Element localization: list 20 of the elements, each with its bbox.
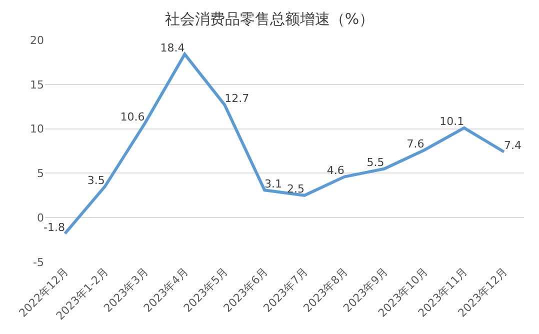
y-tick-label: -5 [33,256,44,269]
data-label: 10.1 [440,115,464,128]
data-label: 4.6 [326,164,344,177]
data-label: 10.6 [120,110,145,124]
data-label: 12.7 [224,92,250,106]
data-label: 3.1 [264,177,282,190]
data-label: 7.6 [406,137,424,150]
line-series [63,52,506,236]
y-tick-label: 15 [30,78,44,92]
chart-title: 社会消费品零售总额增速（%） [164,10,374,28]
data-label: 3.5 [87,174,105,187]
y-tick-label: 10 [30,122,44,136]
data-label: 18.4 [160,41,185,54]
data-label: 7.4 [504,139,522,152]
y-tick-label: 0 [37,211,44,224]
data-label: 5.5 [366,156,384,170]
data-label: -1.8 [43,220,65,234]
y-tick-label: 5 [37,167,44,180]
y-tick-label: 20 [30,34,44,47]
data-label: 2.5 [286,182,304,196]
